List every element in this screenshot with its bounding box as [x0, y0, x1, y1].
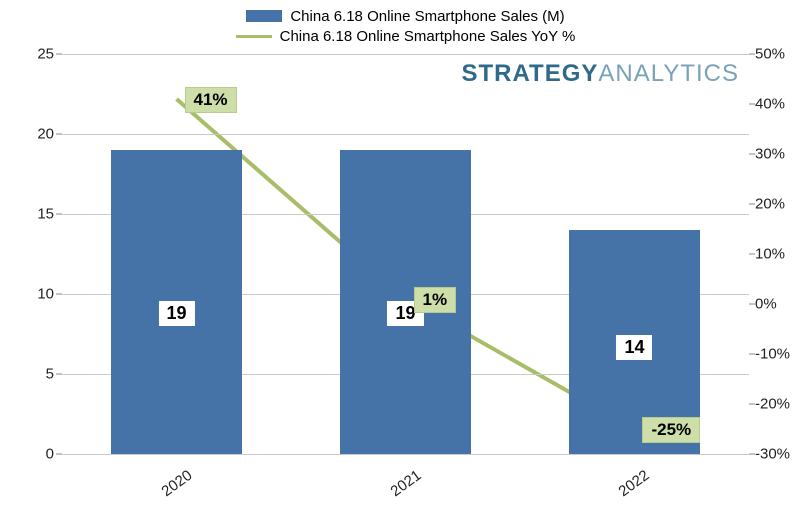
bar-swatch-icon [246, 10, 282, 22]
right-tick-mark [749, 104, 755, 105]
left-axis-tick: 10 [22, 286, 54, 303]
bar: 19 [111, 150, 242, 454]
right-axis-tick: -20% [755, 396, 799, 413]
yoy-value-label: 1% [414, 287, 457, 313]
right-axis-tick: -10% [755, 346, 799, 363]
left-tick-mark [56, 54, 62, 55]
line-swatch-icon [236, 35, 272, 38]
gridline [62, 54, 749, 55]
right-axis-tick: 0% [755, 296, 799, 313]
left-axis-tick: 25 [22, 46, 54, 63]
legend-line-label: China 6.18 Online Smartphone Sales YoY % [280, 28, 576, 45]
left-tick-mark [56, 134, 62, 135]
gridline [62, 134, 749, 135]
chart-container: China 6.18 Online Smartphone Sales (M) C… [0, 0, 811, 508]
right-tick-mark [749, 54, 755, 55]
right-axis-tick: 30% [755, 146, 799, 163]
bar-value-label: 14 [616, 335, 652, 360]
left-tick-mark [56, 214, 62, 215]
right-tick-mark [749, 404, 755, 405]
right-tick-mark [749, 354, 755, 355]
right-tick-mark [749, 204, 755, 205]
x-axis-label: 2021 [387, 467, 424, 500]
left-axis-tick: 5 [22, 366, 54, 383]
plot-area: 0510152025-30%-20%-10%0%10%20%30%40%50%1… [62, 54, 749, 454]
left-tick-mark [56, 454, 62, 455]
left-axis-tick: 0 [22, 446, 54, 463]
right-tick-mark [749, 454, 755, 455]
legend-bar: China 6.18 Online Smartphone Sales (M) [0, 6, 811, 26]
left-tick-mark [56, 294, 62, 295]
gridline [62, 454, 749, 455]
left-axis-tick: 20 [22, 126, 54, 143]
right-tick-mark [749, 304, 755, 305]
yoy-value-label: -25% [642, 417, 700, 443]
left-axis-tick: 15 [22, 206, 54, 223]
legend: China 6.18 Online Smartphone Sales (M) C… [0, 6, 811, 46]
x-axis-label: 2020 [158, 467, 195, 500]
right-tick-mark [749, 254, 755, 255]
right-axis-tick: -30% [755, 446, 799, 463]
legend-line: China 6.18 Online Smartphone Sales YoY % [0, 26, 811, 46]
bar-value-label: 19 [158, 301, 194, 326]
x-axis-label: 2022 [616, 467, 653, 500]
left-tick-mark [56, 374, 62, 375]
right-axis-tick: 50% [755, 46, 799, 63]
yoy-value-label: 41% [185, 87, 237, 113]
legend-bar-label: China 6.18 Online Smartphone Sales (M) [290, 8, 564, 25]
right-axis-tick: 20% [755, 196, 799, 213]
right-tick-mark [749, 154, 755, 155]
right-axis-tick: 10% [755, 246, 799, 263]
right-axis-tick: 40% [755, 96, 799, 113]
